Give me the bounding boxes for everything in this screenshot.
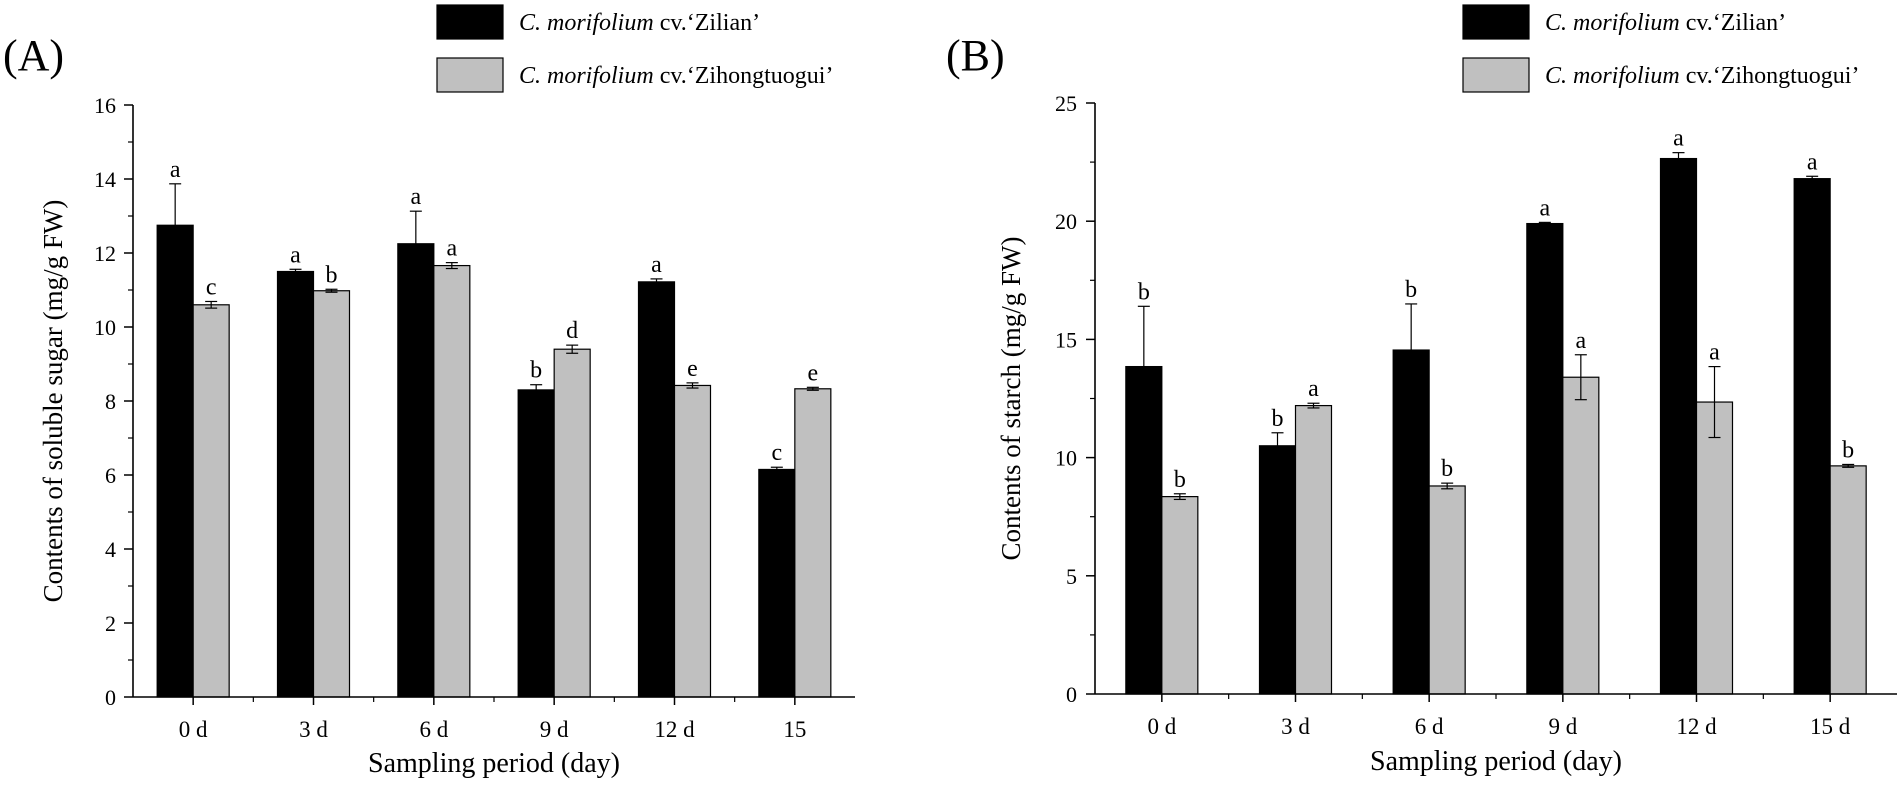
legend-swatch-zilian: [436, 4, 504, 40]
x-tick-label: 15 d: [1810, 714, 1851, 739]
significance-letter: d: [566, 318, 578, 344]
significance-letter: a: [1673, 126, 1684, 152]
x-tick-label: 15: [783, 717, 806, 742]
panel-a-soluble-sugar-chart: (A) 0 2 4 6 8 10 12 14 16 Contents of soluble suga…: [3, 4, 855, 779]
significance-letter: b: [326, 262, 338, 288]
y-tick-label: 0: [1066, 682, 1077, 707]
legend-species-name: C. morifolium: [519, 63, 654, 89]
bar-a-zilian-0: [156, 224, 194, 698]
y-tick-label: 2: [105, 611, 116, 636]
bar-b-zilian-5: [1793, 178, 1831, 695]
legend-cultivar-name: cv.‘Zilian’: [654, 10, 760, 36]
bar-a-zihong-4: [673, 384, 712, 698]
bar-a-zihong-3: [553, 348, 591, 698]
x-axis-label: Sampling period (day): [368, 748, 620, 779]
significance-letter: a: [170, 157, 181, 183]
significance-letter: b: [1174, 467, 1186, 493]
significance-letter: b: [1272, 406, 1284, 432]
significance-letter: b: [1138, 279, 1150, 305]
x-tick-label: 6 d: [419, 717, 448, 742]
x-tick-label: 9 d: [1548, 714, 1577, 739]
y-tick-label: 5: [1066, 564, 1077, 589]
significance-letter: b: [1405, 277, 1417, 303]
bar-a-zilian-3: [517, 389, 555, 698]
significance-letter: b: [1441, 456, 1453, 482]
bar-a-zilian-1: [276, 270, 315, 698]
y-tick-label: 6: [105, 463, 116, 488]
y-axis-label: Contents of starch (mg/g FW): [996, 237, 1026, 561]
panel-label: (B): [946, 31, 1005, 80]
bar-b-zihong-2: [1428, 485, 1466, 695]
bar-a-zilian-2: [397, 243, 435, 698]
panel-label: (A): [3, 31, 64, 80]
bar-b-zilian-4: [1659, 157, 1698, 695]
bar-a-zihong-5: [794, 388, 832, 698]
bar-a-zihong-2: [433, 264, 471, 698]
x-axis-label: Sampling period (day): [1370, 746, 1622, 777]
bar-a-zihong-0: [192, 304, 230, 698]
x-tick-label: 3 d: [1281, 714, 1310, 739]
y-tick-label: 25: [1055, 91, 1077, 116]
x-tick-label: 9 d: [540, 717, 569, 742]
x-tick-label: 3 d: [299, 717, 328, 742]
legend-species-name: C. morifolium: [1545, 63, 1680, 89]
legend-species-name: C. morifolium: [519, 10, 654, 36]
legend-species-name: C. morifolium: [1545, 10, 1680, 36]
y-tick-label: 20: [1055, 209, 1077, 234]
significance-letter: e: [687, 356, 698, 382]
bar-b-zihong-3: [1562, 376, 1600, 695]
y-tick-label: 15: [1055, 327, 1077, 352]
y-tick-label: 10: [1055, 446, 1077, 471]
legend-label-zihong: C. morifolium cv.‘Zihongtuogui’: [1545, 63, 1859, 89]
x-tick-label: 6 d: [1415, 714, 1444, 739]
significance-letter: a: [1308, 376, 1319, 402]
bar-b-zilian-3: [1526, 222, 1564, 695]
significance-letter: a: [651, 252, 662, 278]
bar-a-zilian-5: [758, 468, 796, 698]
bar-b-zilian-1: [1258, 445, 1297, 695]
significance-letter: a: [1709, 340, 1720, 366]
bar-b-zilian-2: [1392, 349, 1430, 695]
y-tick-label: 0: [105, 685, 116, 710]
y-tick-label: 10: [94, 315, 116, 340]
bar-b-zihong-0: [1161, 496, 1199, 695]
legend-label-zilian: C. morifolium cv.‘Zilian’: [519, 10, 760, 36]
y-axis-label: Contents of soluble sugar (mg/g FW): [38, 200, 68, 603]
y-tick-label: 8: [105, 389, 116, 414]
bar-a-zihong-1: [312, 290, 351, 698]
panel-b-starch-chart: (B) 0 5 10 15 20 25 Contents of starch (mg/g FW…: [946, 4, 1897, 777]
significance-letter: c: [772, 440, 783, 466]
legend-label-zilian: C. morifolium cv.‘Zilian’: [1545, 10, 1786, 36]
bar-b-zihong-4: [1695, 401, 1734, 695]
significance-letter: a: [1540, 195, 1551, 221]
significance-letter: a: [1807, 149, 1818, 175]
legend-cultivar-name: cv.‘Zihongtuogui’: [1680, 63, 1860, 89]
y-tick-label: 14: [94, 167, 116, 192]
x-tick-label: 0 d: [179, 717, 208, 742]
legend-label-zihong: C. morifolium cv.‘Zihongtuogui’: [519, 63, 833, 89]
y-tick-label: 16: [94, 93, 116, 118]
x-tick-label: 12 d: [654, 717, 695, 742]
significance-letter: a: [1576, 328, 1587, 354]
significance-letter: b: [1842, 437, 1854, 463]
legend-cultivar-name: cv.‘Zihongtuogui’: [654, 63, 834, 89]
bar-b-zihong-5: [1829, 465, 1867, 695]
significance-letter: c: [206, 274, 217, 300]
y-tick-label: 12: [94, 241, 116, 266]
significance-letter: a: [290, 242, 301, 268]
significance-letter: e: [808, 360, 819, 386]
bar-a-zilian-4: [637, 281, 676, 698]
legend-swatch-zilian: [1462, 4, 1530, 40]
significance-letter: a: [447, 236, 458, 262]
x-tick-label: 12 d: [1676, 714, 1717, 739]
legend-cultivar-name: cv.‘Zilian’: [1680, 10, 1786, 36]
significance-letter: b: [530, 358, 542, 384]
significance-letter: a: [411, 184, 422, 210]
x-tick-label: 0 d: [1147, 714, 1176, 739]
bar-b-zihong-1: [1294, 404, 1333, 695]
legend-swatch-zihong: [1462, 57, 1530, 93]
y-tick-label: 4: [105, 537, 116, 562]
legend-swatch-zihong: [436, 57, 504, 93]
